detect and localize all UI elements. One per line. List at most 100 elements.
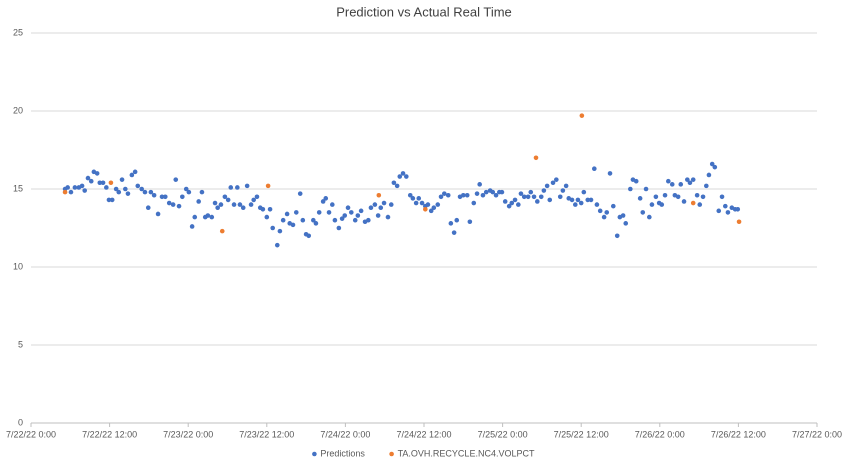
point xyxy=(704,183,709,189)
point xyxy=(490,189,496,195)
point xyxy=(280,217,286,223)
y-tick-label: 20 xyxy=(13,105,23,115)
point xyxy=(85,175,91,181)
point xyxy=(388,202,394,207)
y-tick-label: 10 xyxy=(13,261,23,271)
point xyxy=(538,194,544,200)
point xyxy=(604,210,610,215)
point xyxy=(647,214,652,220)
point xyxy=(493,192,499,198)
point xyxy=(581,189,587,195)
point xyxy=(512,197,518,203)
point xyxy=(687,180,693,186)
point xyxy=(129,172,135,178)
point xyxy=(719,194,725,200)
point xyxy=(166,200,172,206)
point xyxy=(209,214,215,220)
point xyxy=(306,233,312,239)
point xyxy=(477,182,482,187)
point xyxy=(575,197,581,203)
point xyxy=(544,183,550,189)
point xyxy=(394,183,400,189)
point xyxy=(716,208,722,214)
point xyxy=(189,224,195,229)
point xyxy=(723,203,728,209)
point xyxy=(183,186,189,192)
point xyxy=(445,192,451,198)
point xyxy=(467,219,473,225)
point xyxy=(404,174,409,179)
point xyxy=(125,191,131,196)
point xyxy=(215,205,220,211)
point xyxy=(547,197,553,203)
point xyxy=(407,192,413,198)
point xyxy=(186,189,192,195)
point xyxy=(352,217,358,223)
legend-marker xyxy=(389,451,394,457)
point xyxy=(516,202,521,207)
point xyxy=(237,202,243,207)
point xyxy=(400,171,406,176)
point xyxy=(228,185,234,190)
point xyxy=(368,205,374,211)
point xyxy=(640,210,646,215)
y-tick-label: 25 xyxy=(13,27,23,37)
point xyxy=(649,202,655,207)
point xyxy=(681,199,687,204)
point xyxy=(265,183,271,189)
point xyxy=(397,174,403,179)
x-tick-label: 7/23/22 0:00 xyxy=(163,429,213,439)
point xyxy=(218,202,224,207)
point xyxy=(725,210,731,215)
point xyxy=(199,189,205,195)
point xyxy=(659,202,665,207)
legend-label: TA.OVH.RECYCLE.NC4.VOLPCT xyxy=(398,448,535,458)
point xyxy=(225,197,231,203)
point xyxy=(345,205,351,211)
point xyxy=(438,194,444,200)
point xyxy=(425,202,431,207)
x-tick-label: 7/24/22 12:00 xyxy=(396,429,451,439)
x-tick-label: 7/27/22 0:00 xyxy=(792,429,842,439)
point xyxy=(428,208,434,214)
point xyxy=(666,178,671,184)
point xyxy=(614,233,620,239)
point xyxy=(448,221,454,226)
point xyxy=(521,194,527,200)
y-tick-label: 15 xyxy=(13,183,23,193)
point xyxy=(290,222,296,228)
point xyxy=(712,164,718,170)
x-tick-label: 7/25/22 0:00 xyxy=(478,429,528,439)
point xyxy=(180,194,185,200)
point xyxy=(569,197,575,203)
point xyxy=(623,221,629,226)
point xyxy=(248,202,254,207)
point xyxy=(277,228,283,234)
point xyxy=(588,197,594,203)
x-tick-label: 7/24/22 0:00 xyxy=(320,429,370,439)
point xyxy=(451,230,457,235)
point xyxy=(139,186,144,192)
point xyxy=(531,194,537,200)
point xyxy=(410,196,416,201)
point xyxy=(573,202,578,207)
point xyxy=(358,208,364,214)
point xyxy=(391,180,397,186)
point xyxy=(235,185,240,190)
point xyxy=(72,185,78,190)
point xyxy=(607,171,613,176)
point xyxy=(499,189,505,195)
point xyxy=(267,206,273,212)
point xyxy=(192,214,198,220)
point xyxy=(176,203,182,209)
point xyxy=(669,182,675,187)
point xyxy=(316,210,322,215)
point xyxy=(563,183,569,189)
point xyxy=(690,200,696,206)
point xyxy=(366,217,371,223)
point xyxy=(557,194,563,200)
point xyxy=(697,202,703,207)
chart-title: Prediction vs Actual Real Time xyxy=(336,4,512,19)
point xyxy=(79,183,85,189)
